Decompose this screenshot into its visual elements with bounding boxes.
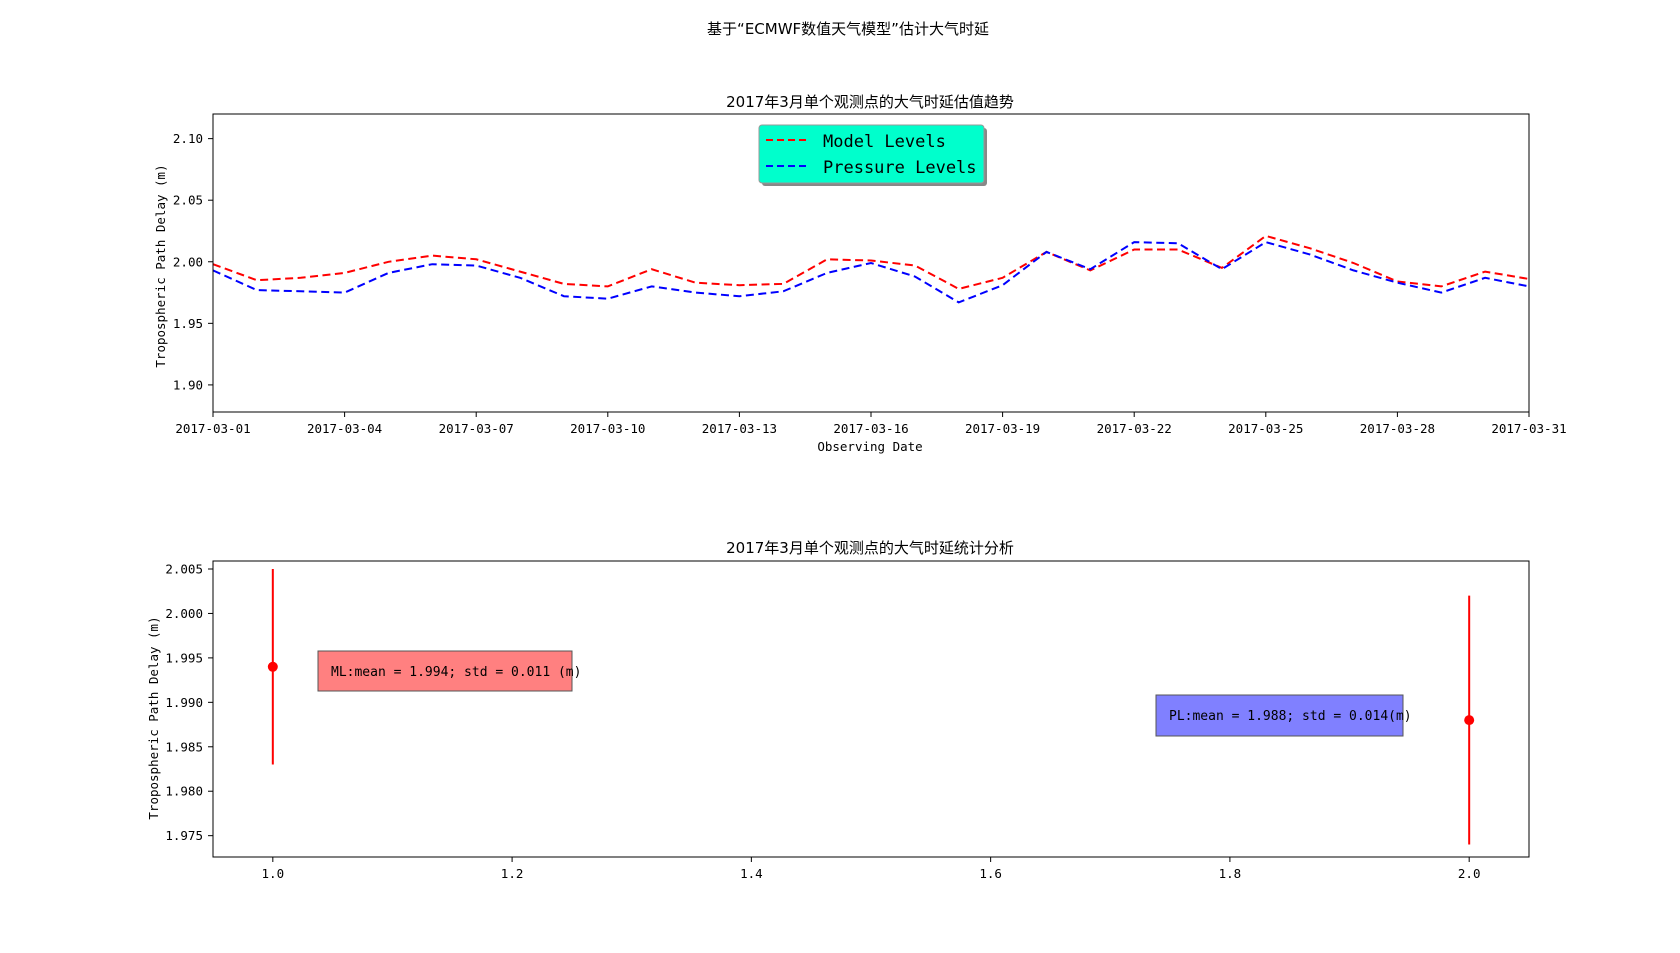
ml-annotation-box [317,650,573,692]
y-tick-label: 1.95 [173,316,203,331]
trend-chart-title: 2017年3月单个观测点的大气时延估值趋势 [726,93,1014,111]
legend: Model Levels Pressure Levels [758,124,987,186]
trend-chart: 2017年3月单个观测点的大气时延估值趋势 Tropospheric Path … [153,93,1567,454]
x-tick-label: 2017-03-04 [307,421,382,436]
x-tick-label: 1.2 [501,866,524,881]
trend-chart-series [212,234,1530,304]
x-tick-label: 2017-03-07 [439,421,514,436]
x-tick-label: 2017-03-31 [1491,421,1566,436]
y-tick-label: 1.985 [165,739,203,754]
y-tick-label: 1.90 [173,377,203,392]
pl-annotation-text: PL:mean = 1.988; std = 0.014(m) [1169,709,1412,724]
pl-annotation: PL:mean = 1.988; std = 0.014(m) [1155,694,1412,737]
x-tick-label: 1.0 [262,866,285,881]
y-tick-label: 2.000 [165,606,203,621]
trend-chart-xlabel: Observing Date [817,439,922,454]
statistics-chart: 2017年3月单个观测点的大气时延统计分析 Tropospheric Path … [146,539,1530,882]
x-tick-label: 2017-03-28 [1360,421,1435,436]
x-tick-label: 2.0 [1458,866,1481,881]
figure-suptitle: 基于“ECMWF数值天气模型”估计大气时延 [707,20,989,38]
pressure-levels-line [212,241,1530,304]
x-tick-label: 2017-03-13 [702,421,777,436]
ml-mean-point [267,661,278,672]
y-tick-label: 1.975 [165,828,203,843]
trend-chart-ticks: 2017-03-01 2017-03-04 2017-03-07 2017-03-10… [173,131,1567,436]
statistics-chart-frame [212,560,1530,858]
statistics-chart-ticks: 1.0 1.2 1.4 1.6 1.8 2.0 1.975 1.980 1.985 1.990 1.… [165,562,1480,882]
legend-pressure-levels-label: Pressure Levels [823,158,977,178]
x-tick-label: 1.8 [1219,866,1242,881]
x-tick-label: 2017-03-25 [1228,421,1303,436]
x-tick-label: 1.4 [740,866,763,881]
x-tick-label: 1.6 [979,866,1002,881]
pl-mean-point [1464,715,1475,726]
ml-annotation-text: ML:mean = 1.994; std = 0.011 (m) [331,665,581,680]
x-tick-label: 2017-03-10 [570,421,645,436]
legend-model-levels-label: Model Levels [823,132,946,152]
x-tick-label: 2017-03-16 [833,421,908,436]
y-tick-label: 1.995 [165,650,203,665]
trend-chart-frame [212,113,1530,413]
x-tick-label: 2017-03-22 [1097,421,1172,436]
y-tick-label: 2.05 [173,193,203,208]
statistics-chart-marks [267,569,1475,845]
x-tick-label: 2017-03-01 [175,421,250,436]
pl-annotation-box [1155,694,1404,737]
trend-chart-ylabel: Tropospheric Path Delay (m) [153,164,168,367]
y-tick-label: 2.10 [173,131,203,146]
y-tick-label: 2.00 [173,254,203,269]
y-tick-label: 2.005 [165,562,203,577]
y-tick-label: 1.980 [165,784,203,799]
legend-box [758,124,985,184]
ml-annotation: ML:mean = 1.994; std = 0.011 (m) [317,650,581,692]
x-tick-label: 2017-03-19 [965,421,1040,436]
model-levels-line [212,234,1530,290]
statistics-chart-ylabel: Tropospheric Path Delay (m) [146,616,161,819]
y-tick-label: 1.990 [165,695,203,710]
statistics-chart-title: 2017年3月单个观测点的大气时延统计分析 [726,539,1014,557]
